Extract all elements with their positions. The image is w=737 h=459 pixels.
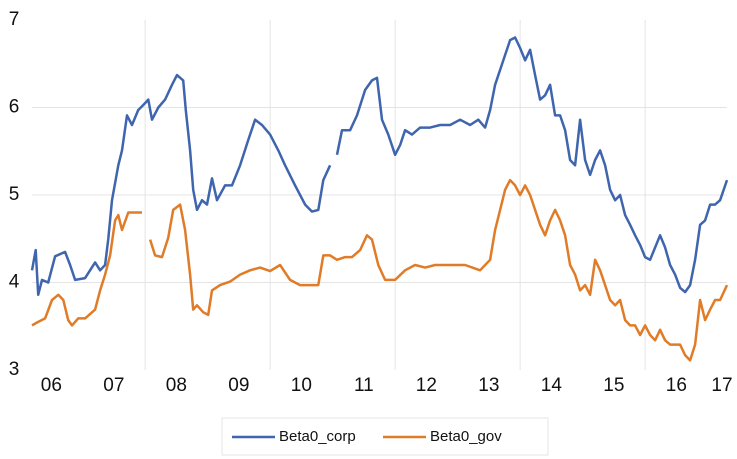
- y-tick-label: 4: [9, 272, 20, 293]
- y-tick-label: 6: [9, 97, 20, 118]
- x-tick-label: 10: [291, 375, 312, 396]
- legend-box: [221, 417, 549, 456]
- y-tick-label: 7: [9, 9, 20, 30]
- x-tick-label: 15: [603, 375, 624, 396]
- x-tick-label: 17: [711, 375, 732, 396]
- legend-label: Beta0_gov: [430, 428, 502, 445]
- y-tick-label: 3: [9, 359, 20, 380]
- x-tick-label: 09: [228, 375, 249, 396]
- series-line: [31, 178, 729, 362]
- legend-label: Beta0_corp: [279, 428, 356, 445]
- legend: Beta0_corp Beta0_gov: [232, 428, 502, 445]
- series-line: [30, 36, 729, 297]
- x-tick-label: 11: [354, 375, 374, 396]
- x-tick-label: 08: [166, 375, 187, 396]
- x-tick-label: 06: [41, 375, 62, 396]
- x-tick-label: 12: [416, 375, 437, 396]
- x-tick-label: 07: [103, 375, 124, 396]
- y-tick-label: 5: [9, 184, 20, 205]
- x-tick-label: 13: [478, 375, 499, 396]
- x-tick-label: 16: [666, 375, 687, 396]
- x-tick-label: 14: [541, 375, 563, 396]
